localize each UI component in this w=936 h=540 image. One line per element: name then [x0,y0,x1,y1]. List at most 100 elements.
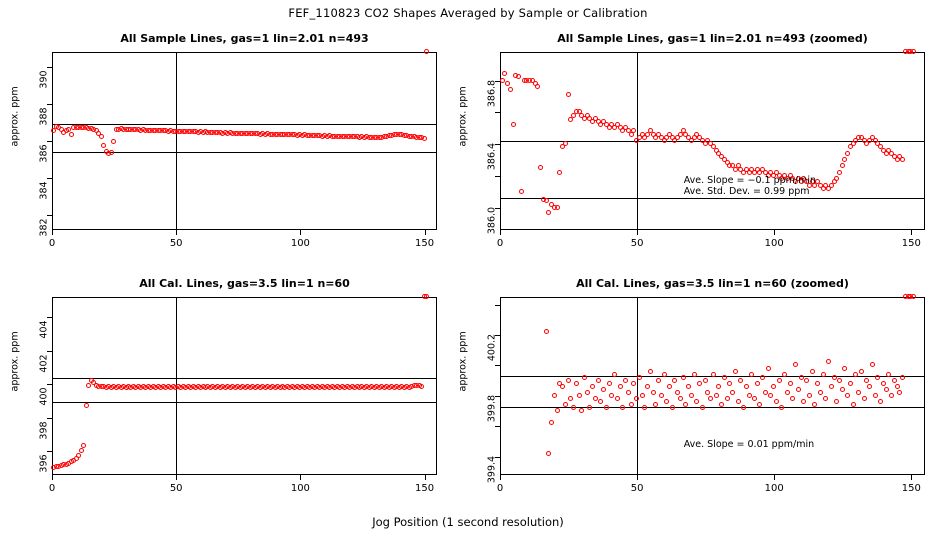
data-point [697,380,703,386]
data-point [826,359,832,365]
data-point [847,380,853,386]
data-point [746,392,752,398]
data-point [765,365,771,371]
data-point [864,141,870,147]
data-point [557,169,563,175]
data-point [886,147,892,153]
data-point [667,383,672,389]
panel-all-cal-lines-zoomed: All Cal. Lines, gas=3.5 lin=1 n=60 (zoom… [458,277,925,494]
x-tick [52,230,53,235]
y-tick [47,350,52,352]
y-tick-label: 384 [38,181,50,200]
data-point [845,150,851,156]
x-tick [424,230,426,235]
data-point [831,374,837,380]
x-tick [424,475,426,480]
x-tick [176,475,178,480]
data-point [798,179,804,185]
data-point [738,377,744,383]
data-point [842,157,848,163]
data-point [790,176,796,182]
x-tick-label: 100 [290,483,310,494]
data-point [705,138,711,143]
data-point [620,405,626,411]
x-tick-label: 50 [169,238,183,249]
reference-line-horizontal [52,152,437,154]
data-point [894,383,900,389]
data-point [680,374,686,380]
data-point [699,138,705,143]
data-point [719,153,725,159]
data-point [773,398,779,404]
data-point [847,144,853,150]
data-point [650,131,656,137]
data-point [683,402,689,408]
y-tick [495,80,500,82]
panel-all-cal-lines: All Cal. Lines, gas=3.5 lin=1 n=60 appro… [10,277,437,494]
x-tick [911,475,913,480]
y-tick-label: 386.4 [486,143,498,171]
data-point [617,383,623,389]
data-point [595,377,601,383]
reference-line-horizontal [52,378,437,380]
data-point [861,395,867,401]
data-point [535,83,541,89]
panel-all-sample-lines: All Sample Lines, gas=1 lin=2.01 n=493 a… [10,32,437,249]
y-axis-label: approx. ppm [457,86,469,147]
data-point [771,383,777,389]
data-point [538,165,544,171]
data-point [554,408,560,414]
data-point [705,389,711,395]
data-point [727,380,733,386]
data-point [516,74,522,80]
reference-line-vertical [637,297,639,475]
data-point [546,209,552,215]
data-point [782,371,788,377]
data-point [639,131,645,137]
data-point [900,374,906,380]
data-point [78,448,84,454]
data-point [582,115,587,121]
x-tick [637,475,639,480]
data-point [688,138,694,143]
data-point [571,112,577,118]
data-point [798,374,804,380]
data-point [653,402,659,408]
data-point [532,80,538,86]
data-point [554,204,560,210]
data-point [875,374,881,380]
data-point [886,371,892,377]
data-point [694,131,700,137]
data-point [601,118,607,124]
data-point [795,176,801,182]
data-point [754,166,760,172]
data-point [612,125,618,131]
data-point [842,365,848,371]
data-point [787,172,793,178]
data-point [743,166,749,172]
data-point [752,395,757,401]
y-tick-label: 400 [38,387,50,406]
data-point [111,138,117,144]
data-point [752,169,757,175]
data-point [642,405,648,411]
data-point [784,176,790,182]
data-point [804,377,810,383]
x-tick-label: 150 [415,483,435,494]
data-point [609,392,615,398]
figure-title: FEF_110823 CO2 Shapes Averaged by Sample… [288,6,648,20]
data-point [595,118,601,124]
data-point [549,201,555,207]
data-point [806,182,812,188]
data-point [831,179,837,185]
data-point [697,134,703,140]
data-point [773,169,779,175]
data-point [801,176,807,182]
data-point [560,383,566,389]
data-point [713,392,719,398]
data-point [617,125,623,131]
x-tick [300,230,302,235]
data-point [587,115,593,121]
panel-title: All Sample Lines, gas=1 lin=2.01 n=493 (… [557,32,868,45]
data-point [686,134,692,140]
